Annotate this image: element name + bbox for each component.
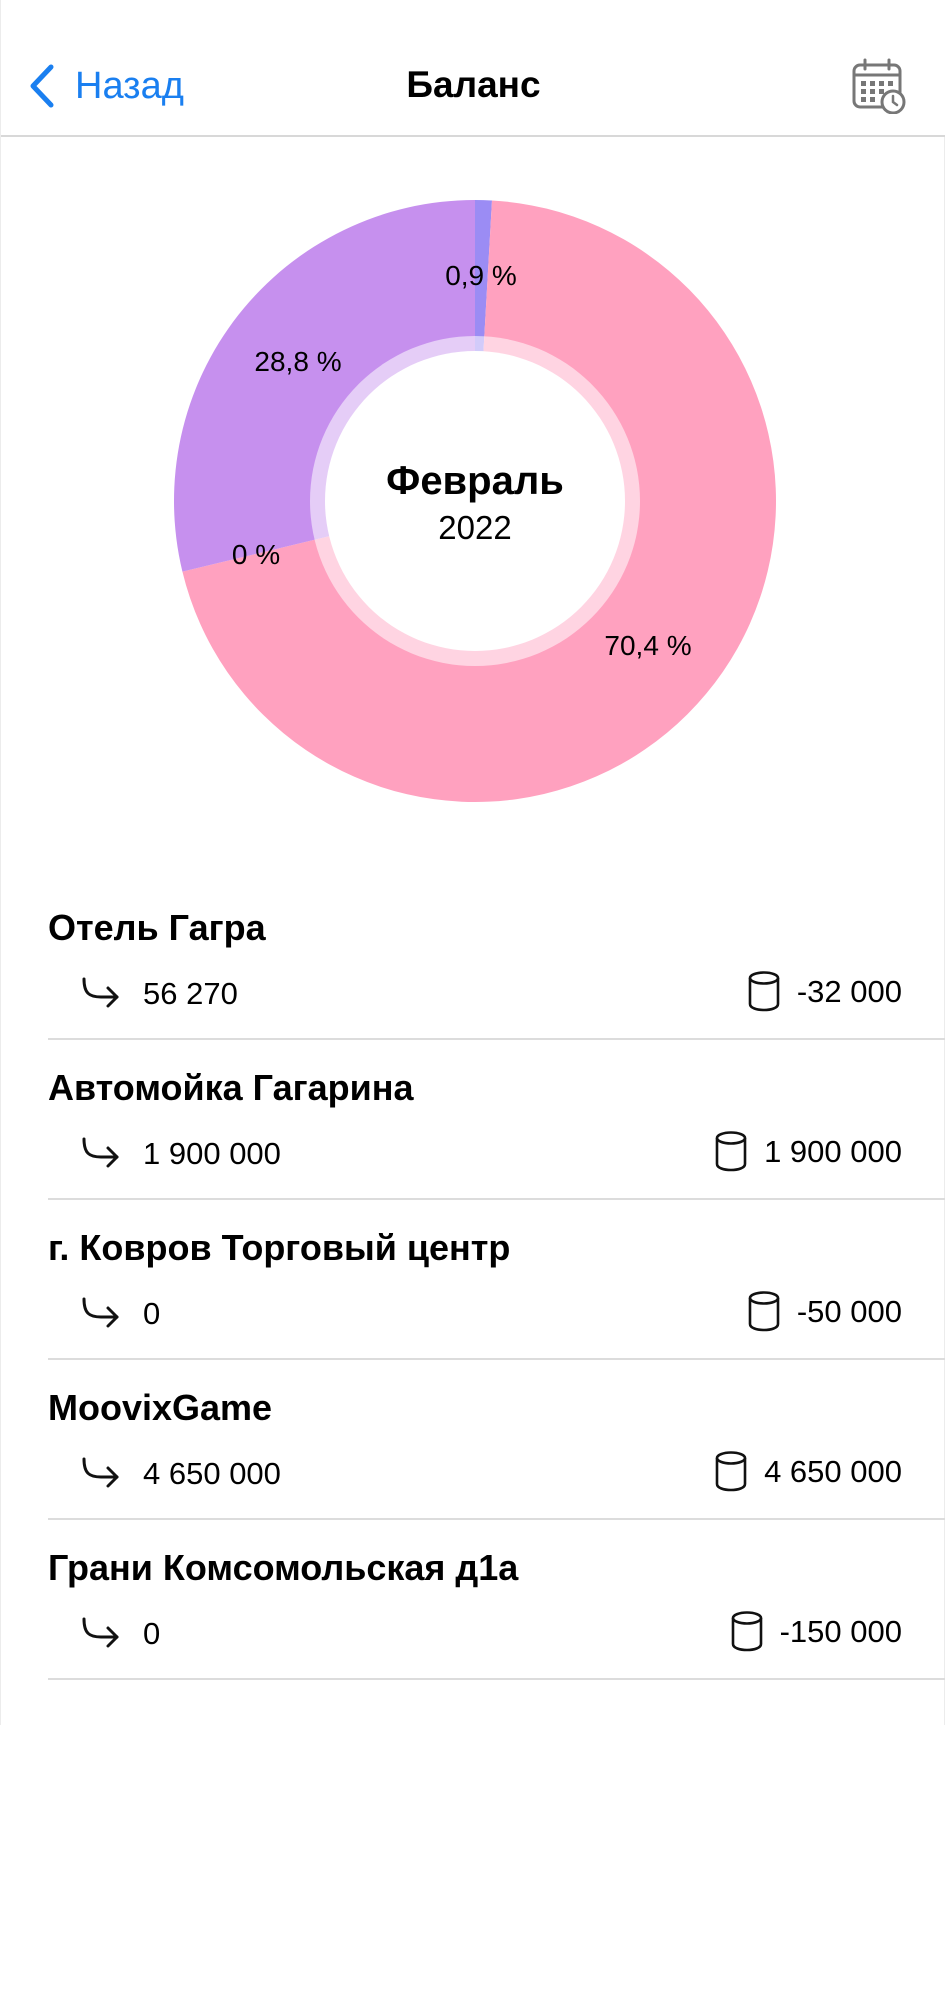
list-item-income: 1 900 000	[81, 1131, 281, 1175]
list-item-income: 56 270	[81, 971, 238, 1015]
list-item-balance-value: 1 900 000	[764, 1133, 902, 1169]
list-item-balance-value: -50 000	[796, 1293, 902, 1329]
row-divider	[48, 1678, 945, 1680]
database-icon	[715, 1131, 747, 1172]
balance-screen: Назад Баланс Февраль 2022	[0, 0, 945, 1725]
slice-label-3: 28,8 %	[254, 346, 342, 377]
list-item-title: г. Ковров Торговый центр	[48, 1227, 511, 1268]
list-item-balance: -32 000	[747, 969, 902, 1013]
list-item-balance: -150 000	[730, 1609, 902, 1653]
locations-list: Отель Гагра 56 270 -32 000 Автомойка Гагари…	[1, 880, 945, 1680]
list-item-income-value: 0	[143, 1615, 161, 1651]
row-divider	[48, 1358, 945, 1360]
slice-label-0: 0,9 %	[445, 260, 517, 291]
list-item-balance: 1 900 000	[714, 1129, 902, 1173]
list-item-income-value: 56 270	[143, 975, 238, 1011]
list-item-income: 0	[81, 1291, 160, 1335]
list-item-title: Грани Комсомольская д1а	[48, 1547, 519, 1588]
list-item-title: MoovixGame	[48, 1387, 273, 1428]
donut-chart: Февраль 2022 0,9 % 70,4 % 0 % 28,8 %	[173, 199, 777, 803]
donut-slice-0[interactable]	[475, 200, 492, 364]
donut-hole	[325, 351, 625, 651]
donut-slice-1[interactable]	[182, 200, 776, 803]
list-item[interactable]: г. Ковров Торговый центр 0 -50 000	[1, 1200, 945, 1360]
arrow-turn-right-icon	[82, 1617, 119, 1648]
database-icon	[748, 1291, 780, 1332]
database-icon	[715, 1451, 747, 1492]
nav-bar: Назад Баланс	[1, 0, 945, 137]
list-item-income: 4 650 000	[81, 1451, 281, 1495]
list-item-balance-value: 4 650 000	[764, 1453, 902, 1489]
slice-label-1: 70,4 %	[604, 630, 692, 661]
back-button-label: Назад	[75, 65, 184, 107]
list-item-income-value: 4 650 000	[143, 1455, 281, 1491]
list-item-title: Автомойка Гагарина	[48, 1067, 414, 1108]
row-divider	[48, 1038, 945, 1040]
list-item-balance: 4 650 000	[714, 1449, 902, 1493]
slice-label-2: 0 %	[231, 539, 281, 570]
back-button[interactable]: Назад	[29, 60, 184, 112]
row-divider	[48, 1518, 945, 1520]
list-item-balance-value: -32 000	[796, 973, 902, 1009]
list-item[interactable]: Отель Гагра 56 270 -32 000	[1, 880, 945, 1040]
calendar-button[interactable]	[851, 58, 907, 115]
list-item[interactable]: MoovixGame 4 650 000 4 650 000	[1, 1360, 945, 1520]
list-item-income-value: 0	[143, 1295, 161, 1331]
list-item-title: Отель Гагра	[48, 907, 266, 948]
arrow-turn-right-icon	[82, 1297, 119, 1328]
donut-slice-3[interactable]	[173, 200, 475, 572]
database-icon	[748, 971, 780, 1012]
row-divider	[48, 1198, 945, 1200]
list-item[interactable]: Автомойка Гагарина 1 900 000 1 900 000	[1, 1040, 945, 1200]
arrow-turn-right-icon	[82, 1457, 119, 1488]
list-item-income-value: 1 900 000	[143, 1135, 281, 1171]
list-item-balance-value: -150 000	[779, 1613, 902, 1649]
arrow-turn-right-icon	[82, 1137, 119, 1168]
database-icon	[731, 1611, 762, 1652]
chevron-left-icon	[29, 64, 55, 108]
calendar-clock-icon	[852, 58, 906, 115]
list-item[interactable]: Грани Комсомольская д1а 0 -150 000	[1, 1520, 945, 1680]
list-item-income: 0	[81, 1611, 160, 1655]
arrow-turn-right-icon	[82, 977, 119, 1008]
page-title: Баланс	[406, 64, 541, 105]
list-item-balance: -50 000	[747, 1289, 902, 1333]
donut-chart-svg	[173, 200, 776, 803]
